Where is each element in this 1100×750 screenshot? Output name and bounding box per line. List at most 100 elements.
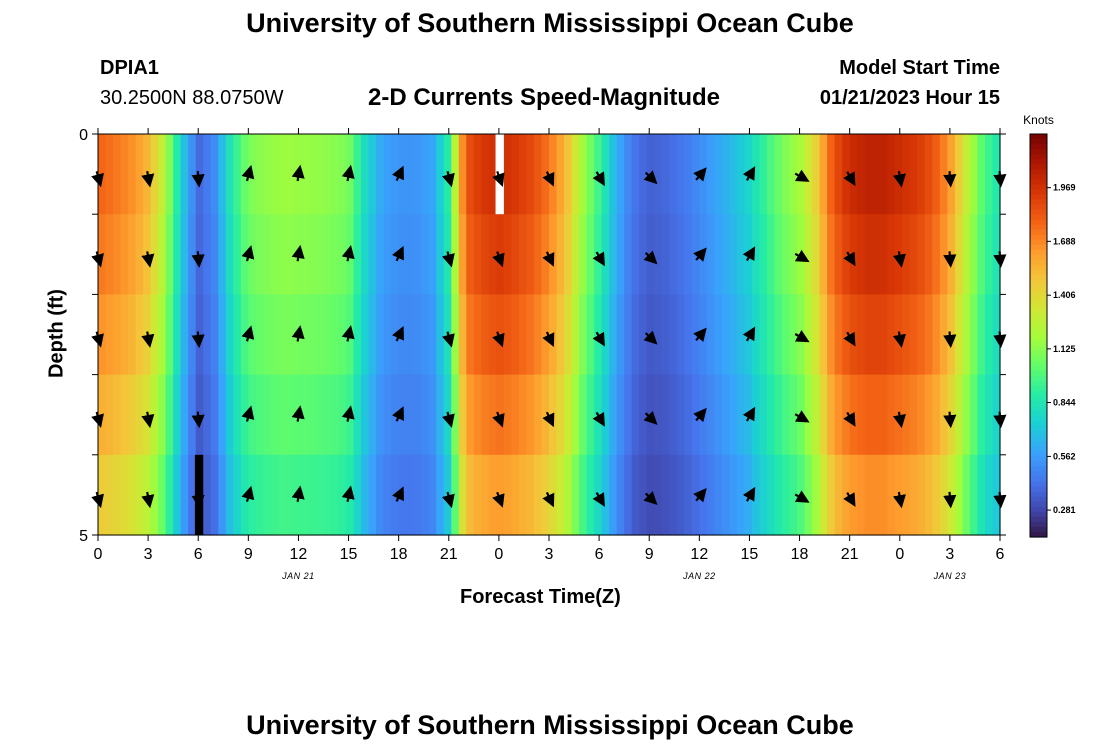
colorbar-segment xyxy=(1030,511,1047,518)
heat-cell xyxy=(338,214,347,295)
colorbar-segment xyxy=(1030,280,1047,286)
heat-cell xyxy=(939,214,948,295)
colorbar-segment xyxy=(1030,380,1047,387)
heat-cell xyxy=(233,374,242,456)
heat-cell xyxy=(526,134,535,215)
heat-cell xyxy=(564,374,573,456)
heat-cell xyxy=(135,374,144,456)
heat-cell xyxy=(879,134,888,215)
heat-cell xyxy=(376,214,385,295)
heat-cell xyxy=(293,454,302,536)
heat-cell xyxy=(406,214,415,295)
colorbar-segment xyxy=(1030,149,1047,155)
colorbar-frame xyxy=(1029,133,1048,538)
heat-cell xyxy=(421,214,430,295)
heat-cell xyxy=(706,294,715,376)
heat-cell xyxy=(300,294,310,376)
heat-cell xyxy=(188,214,197,295)
heat-cell xyxy=(819,374,828,456)
heat-cell xyxy=(338,294,347,376)
heat-cell xyxy=(669,374,678,456)
heat-cell xyxy=(729,374,738,456)
heat-cell xyxy=(331,214,340,295)
heat-cell xyxy=(428,294,437,376)
colorbar-segment xyxy=(1030,501,1047,508)
colorbar-segment xyxy=(1030,270,1047,276)
heat-cell xyxy=(270,214,279,295)
colorbar-segment xyxy=(1030,461,1047,468)
colorbar-segment xyxy=(1030,416,1047,422)
heat-cell xyxy=(819,134,828,215)
heat-cell xyxy=(684,214,693,295)
heat-cell xyxy=(939,454,948,536)
heat-cell xyxy=(173,134,182,215)
heat-cell xyxy=(323,214,332,295)
heat-cell xyxy=(128,294,137,376)
heat-cell xyxy=(481,134,490,215)
heat-cell xyxy=(293,294,302,376)
station-id: DPIA1 xyxy=(100,57,159,79)
heat-cell xyxy=(488,454,497,536)
heat-cell xyxy=(481,374,490,456)
heat-cell xyxy=(962,294,971,376)
heat-cell xyxy=(977,134,986,215)
heat-cell xyxy=(616,134,625,215)
current-vector-arrow xyxy=(643,250,658,265)
colorbar-segment xyxy=(1030,355,1047,362)
heat-cell xyxy=(158,134,167,215)
current-vector-arrow xyxy=(693,327,707,342)
current-vector-arrow xyxy=(291,405,305,422)
heat-cell xyxy=(150,134,159,215)
colorbar-segment xyxy=(1030,400,1047,407)
heat-cell xyxy=(564,214,573,295)
heat-cell xyxy=(827,134,836,215)
heat-cell xyxy=(834,214,843,295)
heat-cell xyxy=(932,134,941,215)
heat-cell xyxy=(533,214,543,295)
heat-cell xyxy=(323,134,332,215)
x-axis-tick-label: 15 xyxy=(340,546,358,563)
heat-cell xyxy=(586,214,595,295)
heat-cell xyxy=(549,294,558,376)
station-coordinates: 30.2500N 88.0750W xyxy=(100,87,284,109)
colorbar-segment xyxy=(1030,385,1047,392)
heat-cell xyxy=(721,454,730,536)
colorbar-segment xyxy=(1030,229,1047,236)
colorbar-segment xyxy=(1030,144,1047,150)
y-axis-label: Depth (ft) xyxy=(45,289,68,378)
heat-cell xyxy=(120,374,129,456)
heat-cell xyxy=(804,454,813,536)
heat-cell xyxy=(503,214,513,295)
heat-cell xyxy=(353,454,362,536)
heat-cell xyxy=(631,214,640,295)
current-vector-arrow xyxy=(141,171,155,188)
heat-cell xyxy=(188,374,197,456)
current-vector-arrow xyxy=(241,485,255,502)
heat-cell xyxy=(300,454,310,536)
heat-cell xyxy=(766,454,776,536)
page-title-bottom: University of Southern Mississippi Ocean… xyxy=(246,710,854,740)
heat-cell xyxy=(315,374,325,456)
current-vector-arrow xyxy=(91,171,104,188)
heat-cell xyxy=(511,214,520,295)
x-axis-label: Forecast Time(Z) xyxy=(460,586,621,608)
heat-cell xyxy=(300,134,310,215)
current-vector-arrow xyxy=(442,491,455,509)
heat-cell xyxy=(751,454,761,536)
heat-cell xyxy=(834,454,843,536)
colorbar-segment xyxy=(1030,451,1047,457)
current-vector-arrow xyxy=(141,251,155,268)
heat-cell xyxy=(383,294,392,376)
colorbar-segment xyxy=(1030,244,1047,251)
colorbar-segment xyxy=(1030,395,1047,402)
heat-cell xyxy=(481,214,490,295)
heat-cell xyxy=(872,374,881,456)
colorbar-segment xyxy=(1030,285,1047,291)
heat-cell xyxy=(714,214,723,295)
heat-cell xyxy=(969,454,979,536)
heat-cell xyxy=(285,374,295,456)
heat-cell xyxy=(706,134,715,215)
colorbar-segment xyxy=(1030,184,1047,191)
heat-cell xyxy=(158,214,167,295)
heat-cell xyxy=(98,454,107,536)
